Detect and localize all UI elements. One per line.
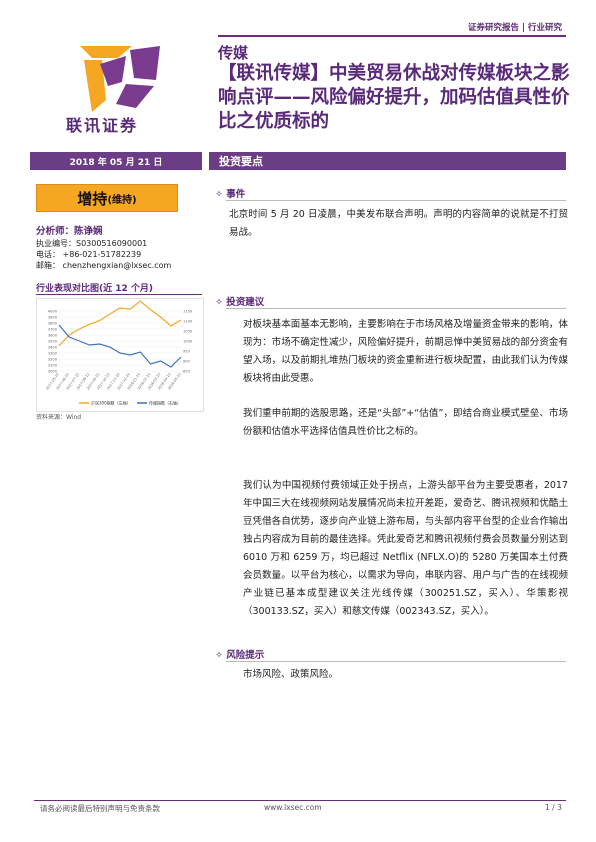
footer-divider — [34, 800, 566, 801]
diamond-icon: ✧ — [215, 650, 227, 661]
report-date: 2018 年 05 月 21 日 — [30, 152, 202, 170]
chart-source: 资料来源：Wind — [36, 414, 82, 421]
diamond-icon: ✧ — [215, 189, 227, 200]
left-tick-label: 3700 — [48, 328, 58, 332]
left-tick-label: 3200 — [48, 358, 58, 362]
series-line — [58, 324, 182, 368]
left-tick-label: 3400 — [48, 346, 58, 350]
report-category: 传媒 — [218, 44, 249, 62]
right-tick-label: 1000 — [183, 340, 193, 344]
license-number: 执业编号：S0300516090001 — [36, 239, 148, 248]
right-tick-label: 1150 — [183, 310, 193, 314]
advice-paragraph-2: 我们重申前期的选股思路，还是“头部”+“估值”，即结合商业模式壁垒、市场份额和估… — [243, 408, 568, 437]
performance-divider — [36, 294, 202, 295]
company-logo — [80, 46, 160, 112]
left-tick-label: 3900 — [48, 316, 58, 320]
left-tick-label: 4000 — [48, 310, 58, 314]
right-tick-label: 850 — [183, 370, 191, 374]
series-line — [58, 300, 182, 347]
left-tick-label: 3500 — [48, 340, 58, 344]
advice-paragraph-3: 我们认为中国视频付费领域正处于拐点，上游头部平台为主要受惠者，2017 年中国三… — [243, 480, 568, 617]
risk-heading-text: 风险提示 — [226, 650, 265, 661]
advice-heading-text: 投资建议 — [226, 297, 265, 308]
rating-badge: 增持 (维持) — [36, 184, 178, 212]
events-heading-text: 事件 — [226, 189, 246, 200]
company-name: 联讯证券 — [66, 116, 139, 135]
risk-underline — [226, 661, 566, 662]
left-tick-label: 3600 — [48, 334, 58, 338]
right-tick-label: 1050 — [183, 330, 193, 334]
risk-text: 市场风险、政策风险。 — [243, 669, 339, 680]
left-tick-label: 3800 — [48, 322, 58, 326]
advice-paragraph-1: 对板块基本面基本无影响，主要影响在于市场风格及增量资金带来的影响，体现为：市场不… — [243, 319, 568, 384]
phone: 电话： +86-021-51782239 — [36, 250, 142, 259]
doc-type-label: 证券研究报告 | 行业研究 — [467, 23, 562, 33]
section-title-bar: 投资要点 — [209, 152, 566, 170]
analyst-name: 陈诤娴 — [74, 226, 103, 237]
analyst: 分析师：陈诤娴 — [36, 223, 103, 237]
legend-label: 沪深300指数（左轴） — [91, 400, 131, 406]
header-divider — [218, 35, 566, 37]
advice-underline — [226, 308, 566, 309]
right-tick-label: 1100 — [183, 320, 193, 324]
legend-label: 传媒指数（右轴） — [149, 400, 181, 406]
page-number: 1 / 3 — [545, 803, 562, 812]
email[interactable]: 邮箱： chenzhengxian@lxsec.com — [36, 261, 172, 270]
right-tick-label: 950 — [183, 350, 191, 354]
performance-chart-svg: 4000 3900 3800 3700 3600 3500 3400 3300 3200 3100… — [45, 300, 193, 406]
rating-sub: (维持) — [107, 194, 137, 206]
left-tick-label: 3300 — [48, 352, 58, 356]
report-title: 【联讯传媒】中美贸易休战对传媒板块之影响点评——风险偏好提升，加码估值具性价比之… — [218, 63, 570, 132]
footer-website[interactable]: www.lxsec.com — [264, 803, 322, 812]
footer-disclaimer[interactable]: 请务必阅读最后特别声明与免责条款 — [40, 804, 160, 813]
events-underline — [226, 200, 566, 201]
events-heading: ✧ 事件 — [215, 186, 245, 200]
left-tick-label: 3100 — [48, 364, 58, 368]
analyst-label: 分析师： — [36, 226, 75, 237]
rating-main: 增持 — [77, 189, 108, 208]
diamond-icon: ✧ — [215, 297, 227, 308]
advice-heading: ✧ 投资建议 — [215, 294, 264, 308]
performance-chart-title: 行业表现对比图(近 12 个月) — [36, 284, 154, 294]
left-tick-label: 3000 — [48, 370, 58, 374]
right-tick-label: 900 — [183, 360, 191, 364]
performance-chart: 4000 3900 3800 3700 3600 3500 3400 3300 3200 3100… — [36, 298, 204, 412]
events-text: 北京时间 5 月 20 日凌晨，中美发布联合声明。声明的内容简单的说就是不打贸易… — [229, 209, 568, 238]
risk-heading: ✧ 风险提示 — [215, 647, 264, 661]
